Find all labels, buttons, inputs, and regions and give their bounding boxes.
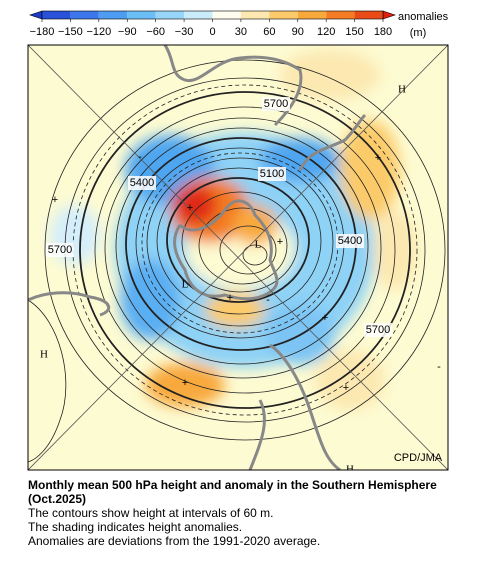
colorbar-tick-label: 30 xyxy=(235,26,247,38)
credit: CPD/JMA xyxy=(394,452,443,464)
colorbar-tick-label: −180 xyxy=(30,26,55,38)
colorbar-tick-label: 120 xyxy=(317,26,335,38)
anomaly-sign: + xyxy=(277,236,283,248)
colorbar-segment xyxy=(42,11,71,19)
colorbar-tick-label: −120 xyxy=(86,26,111,38)
colorbar-segment xyxy=(127,11,156,19)
colorbar-segment xyxy=(212,11,241,19)
colorbar-segment xyxy=(354,11,383,19)
anomaly-sign: + xyxy=(375,152,381,164)
colorbar-segment xyxy=(240,11,270,19)
anomaly-sign: - xyxy=(266,294,270,306)
colorbar-low xyxy=(29,10,43,20)
anomaly-sign: + xyxy=(343,382,349,394)
contour-label: 5700 xyxy=(366,324,390,336)
pressure-center: H xyxy=(346,464,354,475)
colorbar-tick-label: 90 xyxy=(292,26,304,38)
anomaly-sign: + xyxy=(187,202,193,214)
contour-label: 5700 xyxy=(264,98,288,110)
anomaly-sign: + xyxy=(227,292,233,304)
coastlines xyxy=(28,45,367,470)
contour-label: 5400 xyxy=(130,177,154,189)
anomaly-sign: + xyxy=(322,312,328,324)
contour-label: 5100 xyxy=(260,168,284,180)
colorbar-segment xyxy=(184,11,213,19)
colorbar-segment xyxy=(98,11,128,19)
contour-label-bg xyxy=(336,234,364,248)
pressure-center: L xyxy=(255,239,262,251)
colorbar-tick-label: −90 xyxy=(118,26,137,38)
colorbar-tick-label: 0 xyxy=(209,26,215,38)
contour-label-bg xyxy=(258,167,286,181)
colorbar-segment xyxy=(297,11,327,19)
colorbar-segment xyxy=(70,11,99,19)
colorbar-high xyxy=(382,10,396,20)
map-frame xyxy=(27,44,449,471)
caption-line: The contours show height at intervals of… xyxy=(28,506,274,520)
anomaly-sign: + xyxy=(52,194,58,206)
contour-label-bg xyxy=(46,243,74,257)
colorbar-tick-label: 60 xyxy=(263,26,275,38)
anomaly-sign: + xyxy=(182,377,188,389)
colorbar-tick-label: 180 xyxy=(374,26,392,38)
contour-label-bg xyxy=(262,97,290,111)
anomaly-sign: - xyxy=(437,361,441,373)
anomaly-sign: - xyxy=(138,151,142,163)
caption-line: Anomalies are deviations from the 1991-2… xyxy=(28,534,321,548)
contour-label: 5400 xyxy=(338,235,362,247)
unit: (m) xyxy=(410,27,427,39)
map-grid xyxy=(28,45,448,470)
figure: anomalies (m) xyxy=(27,10,449,475)
colorbar-tick-label: −150 xyxy=(58,26,83,38)
caption-line: The shading indicates height anomalies. xyxy=(28,520,243,534)
contour-label-bg xyxy=(128,176,156,190)
contour-label: 5700 xyxy=(48,244,72,256)
colorbar-tick-label: 150 xyxy=(345,26,363,38)
colorbar-tick-label: −60 xyxy=(146,26,165,38)
pressure-center: H xyxy=(398,84,406,96)
height-contours xyxy=(28,59,446,463)
unit-label: anomalies xyxy=(398,11,449,23)
colorbar-segment xyxy=(269,11,298,19)
colorbar-segment xyxy=(326,11,355,19)
pressure-center: H xyxy=(40,349,48,361)
caption-title: Monthly mean 500 hPa height and anomaly … xyxy=(28,478,437,506)
contour-label-bg xyxy=(364,323,392,337)
map: 5700 5400 5100 5400 5700 5700 H H H L L + + + + + + + + - - - xyxy=(28,45,448,475)
pressure-center: L xyxy=(182,279,189,291)
caption: Monthly mean 500 hPa height and anomaly … xyxy=(28,478,458,548)
colorbar-segment xyxy=(155,11,185,19)
colorbar-tick-label: −30 xyxy=(175,26,194,38)
